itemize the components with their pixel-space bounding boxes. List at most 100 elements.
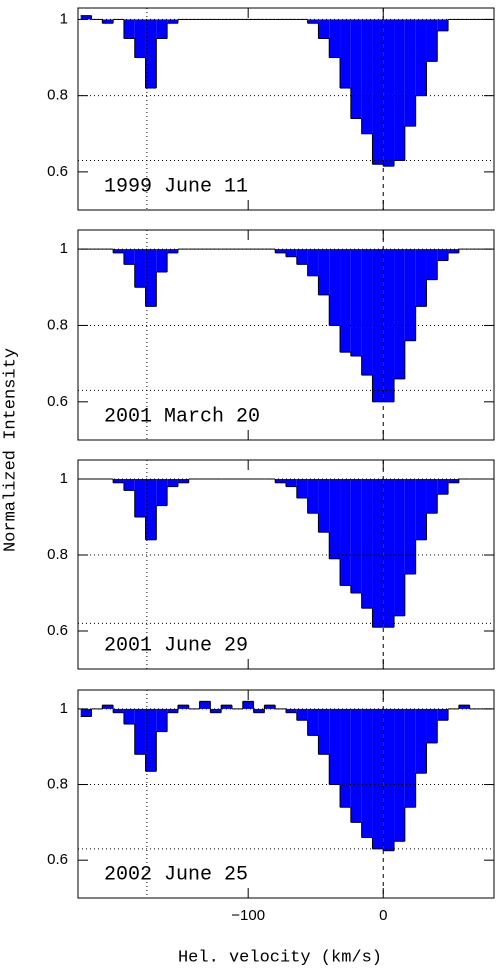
panel-label: 2002 June 25 — [104, 863, 248, 886]
panel-frame — [77, 459, 495, 670]
bar — [372, 479, 384, 628]
bar — [404, 19, 416, 127]
bar — [102, 705, 114, 709]
bar — [329, 708, 341, 785]
bar — [113, 708, 124, 713]
y-tick-label: 0.6 — [47, 851, 68, 868]
bar — [394, 479, 405, 616]
y-tick-label: 0.6 — [47, 163, 68, 180]
bar — [318, 19, 330, 39]
bar — [177, 705, 189, 709]
bar — [275, 479, 286, 483]
bar — [286, 708, 297, 713]
bar — [340, 708, 351, 808]
bar — [286, 479, 297, 487]
x-axis-label: Hel. velocity (km/s) — [178, 948, 382, 967]
x-tick-label: 0 — [379, 907, 387, 924]
y-tick-label: 1 — [60, 470, 68, 487]
bar — [426, 19, 438, 62]
bar — [383, 479, 395, 628]
bar — [394, 19, 405, 161]
bar — [123, 479, 135, 491]
bar — [372, 249, 384, 402]
bar — [145, 249, 157, 307]
panel-frame — [77, 689, 495, 899]
bar — [177, 479, 189, 483]
bar — [340, 249, 351, 353]
bar — [448, 249, 459, 253]
bar — [329, 479, 341, 559]
bar — [134, 249, 146, 288]
y-tick-label: 1 — [60, 10, 68, 27]
bar — [437, 249, 449, 261]
bar — [415, 19, 427, 96]
bar — [383, 19, 395, 167]
bar — [80, 708, 92, 717]
panel-frame — [77, 229, 495, 441]
bar — [415, 708, 427, 774]
bar — [361, 708, 373, 838]
bar — [383, 708, 395, 851]
bar — [404, 708, 416, 808]
bar — [167, 249, 178, 253]
bar — [167, 708, 178, 713]
panel-label: 2001 June 29 — [104, 634, 248, 657]
bar — [394, 708, 405, 842]
bar — [113, 479, 124, 483]
y-tick-label: 0.8 — [47, 316, 68, 333]
bar — [340, 479, 351, 586]
bar — [123, 249, 135, 265]
bar — [448, 479, 459, 483]
bar — [113, 249, 124, 253]
bar — [350, 479, 362, 593]
bar — [329, 19, 341, 58]
bar — [145, 479, 157, 540]
bar — [307, 19, 319, 24]
bar — [372, 19, 384, 165]
bar — [145, 19, 157, 89]
panel-label: 1999 June 11 — [104, 175, 248, 198]
y-tick-label: 0.6 — [47, 622, 68, 639]
bar — [156, 19, 168, 39]
bar — [350, 708, 362, 823]
bar — [361, 479, 373, 609]
y-tick-label: 0.8 — [47, 546, 68, 563]
y-tick-label: 1 — [60, 240, 68, 257]
bar — [134, 479, 146, 517]
bar — [210, 708, 222, 713]
bar — [318, 249, 330, 295]
bar — [415, 479, 427, 540]
bar — [307, 708, 319, 736]
bar — [167, 19, 178, 24]
bar — [437, 479, 449, 495]
panel-label: 2001 March 20 — [104, 405, 260, 428]
bar — [426, 708, 438, 743]
bar — [123, 19, 135, 39]
bar — [145, 708, 157, 772]
bar — [102, 19, 114, 24]
y-tick-label: 0.8 — [47, 776, 68, 793]
bar — [340, 19, 351, 89]
bar — [437, 19, 449, 31]
bar — [307, 249, 319, 276]
bar — [167, 479, 178, 487]
bar — [394, 249, 405, 379]
bar — [134, 19, 146, 58]
bar — [264, 705, 276, 709]
bar — [242, 701, 254, 709]
bar — [329, 249, 341, 326]
bar — [361, 249, 373, 376]
bar — [134, 708, 146, 755]
bar — [296, 708, 308, 721]
bar — [361, 19, 373, 134]
panel-frame — [77, 7, 495, 211]
y-axis-label: Normalized Intensity — [1, 348, 20, 552]
bar — [221, 705, 232, 709]
bar — [318, 708, 330, 755]
bar — [383, 249, 395, 402]
bar — [156, 708, 168, 732]
bar — [404, 249, 416, 341]
bar — [296, 249, 308, 265]
bar — [286, 249, 297, 257]
